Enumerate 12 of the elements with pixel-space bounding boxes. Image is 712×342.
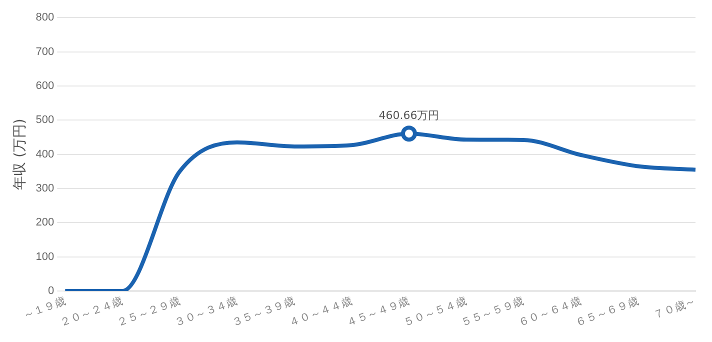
x-tick-label: ７０歳～ — [652, 294, 698, 322]
y-tick-label: 400 — [36, 148, 54, 160]
y-tick-label: 200 — [36, 216, 54, 229]
y-axis-title: 年収 (万円) — [12, 118, 28, 190]
y-tick-label: 800 — [36, 12, 54, 24]
y-tick-label: 100 — [36, 250, 54, 263]
y-tick-label: 500 — [36, 114, 54, 126]
y-tick-label: 600 — [36, 80, 54, 92]
y-tick-label: 700 — [36, 46, 54, 58]
y-tick-label: 0 — [48, 285, 54, 298]
y-tick-label: 300 — [36, 182, 54, 195]
annotation: 460.66万円 — [378, 108, 440, 122]
